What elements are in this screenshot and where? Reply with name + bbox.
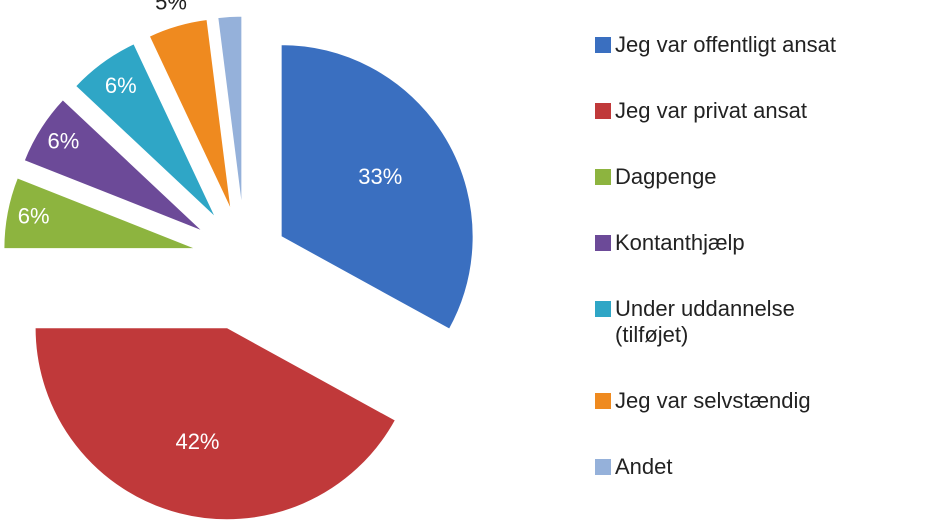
legend-label: Under uddannelse (tilføjet) — [615, 296, 795, 347]
pie-slice — [23, 99, 204, 232]
data-label: 6% — [18, 204, 50, 229]
legend-swatch — [595, 301, 611, 317]
pie-slice — [280, 44, 474, 330]
data-label: 42% — [175, 429, 219, 454]
legend-swatch — [595, 459, 611, 475]
legend-item: Jeg var selvstændig — [595, 388, 855, 414]
data-label: 5% — [155, 0, 187, 14]
legend-item: Kontanthjælp — [595, 230, 855, 256]
legend-swatch — [595, 393, 611, 409]
legend-label: Jeg var offentligt ansat — [615, 32, 836, 57]
legend-swatch — [595, 169, 611, 185]
legend-item: Jeg var offentligt ansat — [595, 32, 855, 58]
data-label: 2% — [212, 0, 244, 4]
legend-item: Jeg var privat ansat — [595, 98, 855, 124]
legend-label: Jeg var privat ansat — [615, 98, 807, 123]
legend-item: Dagpenge — [595, 164, 855, 190]
data-label: 6% — [105, 73, 137, 98]
legend-label: Kontanthjælp — [615, 230, 745, 255]
legend-swatch — [595, 235, 611, 251]
pie-slice — [3, 177, 197, 250]
legend: Jeg var offentligt ansat Jeg var privat a… — [595, 32, 855, 480]
legend-label: Dagpenge — [615, 164, 717, 189]
pie-slice — [217, 15, 243, 209]
data-label: 6% — [47, 129, 79, 154]
pie-slice — [74, 43, 217, 218]
legend-label: Andet — [615, 454, 673, 479]
legend-item: Andet — [595, 454, 855, 480]
pie-slice — [148, 18, 232, 211]
legend-label: Jeg var selvstændig — [615, 388, 811, 413]
legend-swatch — [595, 103, 611, 119]
pie-slice — [34, 327, 397, 521]
data-label: 33% — [358, 164, 402, 189]
legend-swatch — [595, 37, 611, 53]
legend-item: Under uddannelse (tilføjet) — [595, 296, 855, 348]
pie-area: 33% 42% 6% 6% 6% 5% 2% — [3, 0, 474, 521]
